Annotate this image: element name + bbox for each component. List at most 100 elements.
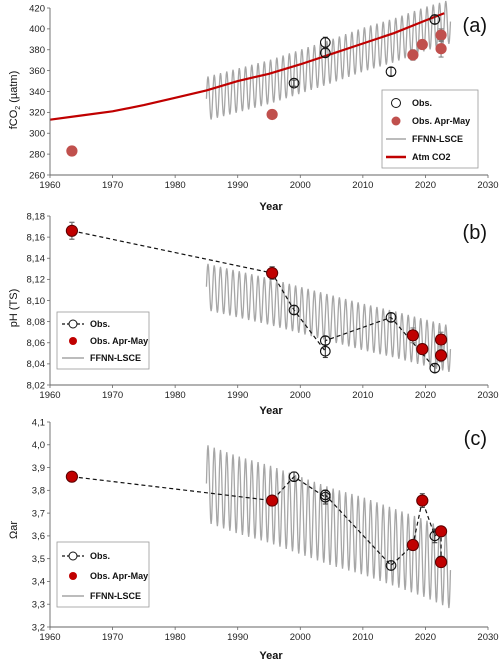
y-tick-label: 8,18 (27, 211, 46, 222)
y-tick-label: 360 (29, 66, 45, 77)
panel-b-y-ticks: 8,02 8,04 8,06 8,08 8,10 8,12 8,14 8,16 8,18 (27, 211, 50, 391)
panel-b-obs-aprmay-points (65, 221, 448, 363)
y-tick-label: 3,3 (32, 600, 45, 611)
x-tick-label: 2010 (352, 390, 373, 401)
legend-b-marker-obs (68, 319, 78, 329)
legend-b-label-obs-aprmay: Obs. Apr-May (90, 336, 148, 346)
obs-point (319, 37, 331, 48)
panel-a-obs-points (288, 14, 441, 89)
x-tick-label: 1990 (227, 632, 248, 643)
obs-point (319, 335, 331, 346)
y-tick-label: 8,06 (27, 338, 46, 349)
obs-point (429, 14, 441, 25)
obs-aprmay-point (435, 29, 447, 41)
obs-point (288, 304, 300, 316)
panel-a-atm-line (49, 12, 445, 121)
y-tick-label: 8,10 (27, 296, 46, 307)
panel-b-ffnn-line (205, 263, 452, 373)
y-tick-label: 8,16 (27, 232, 46, 243)
atm-co2-line (49, 12, 445, 121)
obs-point (385, 312, 397, 323)
x-tick-label: 1970 (102, 632, 123, 643)
y-tick-label: 340 (29, 87, 45, 98)
y-tick-label: 420 (29, 3, 45, 14)
x-tick-label: 1970 (102, 180, 123, 191)
panel-a-label: (a) (463, 15, 487, 37)
x-tick-label: 2030 (477, 390, 498, 401)
panel-a-y-ticks: 260 280 300 320 340 360 380 400 420 (29, 3, 50, 181)
y-tick-label: 4,0 (32, 440, 45, 451)
panel-c-legend: Obs. Obs. Apr-May FFNN-LSCE (56, 541, 150, 608)
y-tick-label: 3,9 (32, 463, 45, 474)
legend-c-marker-obs-aprmay (69, 572, 77, 580)
panel-c-label: (c) (464, 428, 487, 450)
x-tick-label: 2010 (352, 632, 373, 643)
x-tick-label: 1970 (102, 390, 123, 401)
y-tick-label: 300 (29, 129, 45, 140)
y-tick-label: 3,5 (32, 554, 45, 565)
legend-marker-obs-aprmay (391, 116, 401, 126)
panel-c-y-label: Ωar (8, 521, 20, 539)
obs-point (319, 345, 331, 357)
x-tick-label: 2000 (290, 390, 311, 401)
x-tick-label: 1980 (165, 180, 186, 191)
y-tick-label: 3,4 (32, 577, 45, 588)
legend-label-ffnn: FFNN-LSCE (412, 134, 463, 144)
panel-a-chart: 260 280 300 320 340 360 380 400 420 1960 1970 1980… (0, 0, 500, 215)
y-tick-label: 8,04 (27, 359, 46, 370)
x-tick-label: 2020 (415, 180, 436, 191)
x-tick-label: 2030 (477, 632, 498, 643)
panel-a-x-ticks: 1960 1970 1980 1990 2000 2010 2020 2030 (39, 175, 499, 191)
legend-b-label-ffnn: FFNN-LSCE (90, 353, 141, 363)
x-tick-label: 1980 (165, 390, 186, 401)
panel-b-chart: 8,02 8,04 8,06 8,08 8,10 8,12 8,14 8,16 8,18 196… (8, 211, 499, 417)
y-tick-label: 8,08 (27, 317, 46, 328)
obs-point (385, 560, 397, 571)
x-tick-label: 2000 (290, 180, 311, 191)
panel-a-ffnn-line (205, 0, 452, 120)
panel-b-legend: Obs. Obs. Apr-May FFNN-LSCE (56, 311, 150, 370)
x-tick-label: 2020 (415, 632, 436, 643)
x-tick-label: 1960 (39, 390, 60, 401)
legend-c-label-ffnn: FFNN-LSCE (90, 591, 141, 601)
x-tick-label: 2020 (415, 390, 436, 401)
y-tick-label: 4,1 (32, 417, 45, 428)
obs-point (319, 489, 331, 501)
obs-aprmay-point (434, 333, 448, 346)
panel-c-y-ticks: 3,2 3,3 3,4 3,5 3,6 3,7 3,8 3,9 4,0 4,1 (32, 417, 50, 633)
ffnn-lsce-line (205, 0, 452, 120)
y-tick-label: 8,02 (27, 380, 46, 391)
obs-aprmay-point (407, 49, 419, 61)
obs-aprmay-point (406, 538, 420, 552)
obs-aprmay-point (435, 43, 447, 55)
panel-c-obs-aprmay-points (65, 470, 448, 569)
obs-point (288, 471, 300, 483)
legend-label-obs: Obs. (412, 98, 432, 108)
y-tick-label: 8,14 (27, 254, 46, 265)
y-tick-label: 280 (29, 149, 45, 160)
panel-c-ffnn-line (205, 445, 452, 609)
obs-aprmay-point (65, 470, 79, 483)
y-tick-label: 3,7 (32, 508, 45, 519)
x-tick-label: 2030 (477, 180, 498, 191)
y-tick-label: 3,8 (32, 486, 45, 497)
x-tick-label: 1960 (39, 632, 60, 643)
legend-c-label-obs: Obs. (90, 551, 110, 561)
legend-c-label-obs-aprmay: Obs. Apr-May (90, 571, 148, 581)
panel-c-axes (49, 422, 488, 628)
obs-aprmay-point (416, 38, 428, 51)
y-tick-label: 260 (29, 170, 45, 181)
legend-label-obs-aprmay: Obs. Apr-May (412, 116, 470, 126)
obs-aprmay-point (416, 494, 429, 507)
x-tick-label: 1980 (165, 632, 186, 643)
y-tick-label: 320 (29, 108, 45, 119)
y-tick-label: 3,2 (32, 622, 45, 633)
panel-c-x-label: Year (259, 650, 283, 662)
obs-aprmay-point (66, 145, 78, 157)
ffnn-lsce-line (205, 263, 452, 373)
panel-a-obs-aprmay-points (66, 28, 447, 157)
panel-b-label: (b) (463, 222, 487, 244)
obs-aprmay-point (406, 329, 420, 342)
legend-b-marker-obs-aprmay (69, 337, 77, 345)
